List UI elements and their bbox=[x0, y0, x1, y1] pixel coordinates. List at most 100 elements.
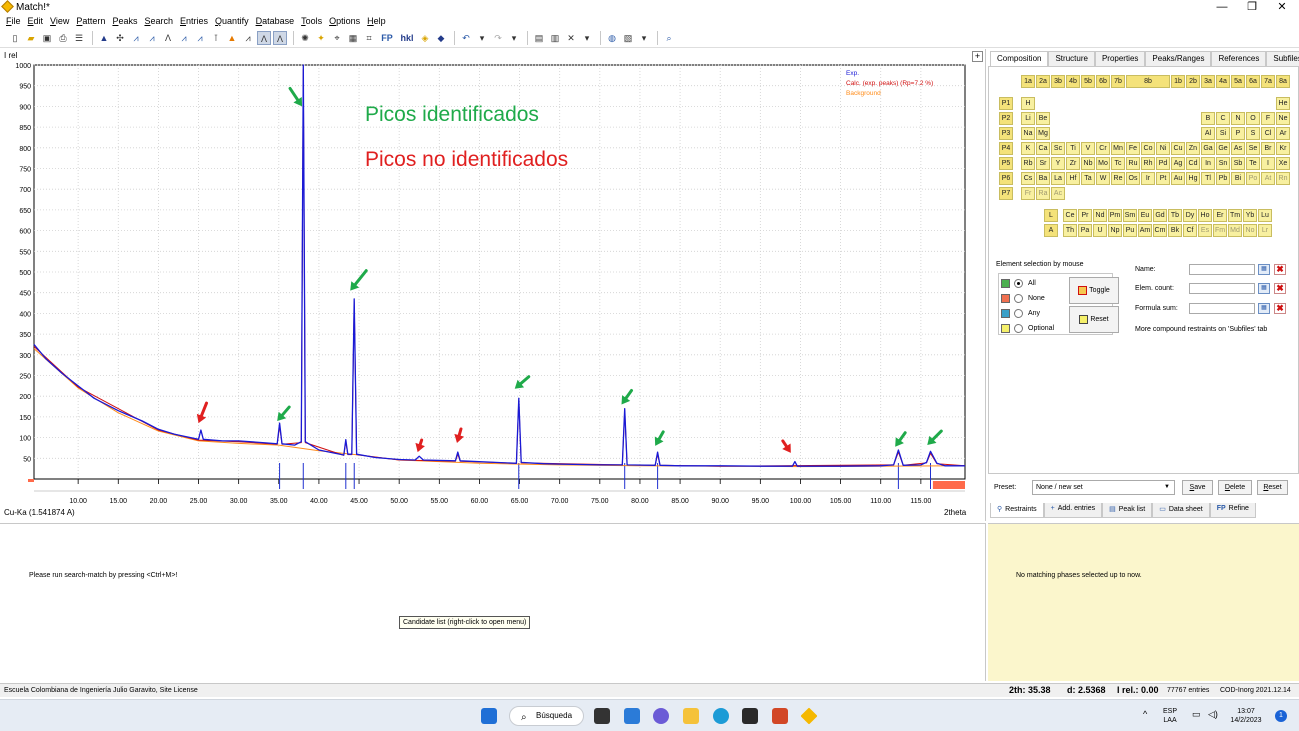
hkl-icon[interactable]: hkl bbox=[400, 33, 414, 43]
fit-peak-icon[interactable]: ▲ bbox=[227, 33, 237, 43]
element-ho[interactable]: Ho bbox=[1198, 209, 1212, 222]
optional-radio[interactable] bbox=[1014, 323, 1023, 333]
element-po[interactable]: Po bbox=[1246, 172, 1260, 185]
group-1b[interactable]: 1b bbox=[1171, 75, 1185, 88]
element-re[interactable]: Re bbox=[1111, 172, 1125, 185]
display-icon[interactable]: ▭ bbox=[1192, 709, 1201, 719]
element-ac[interactable]: Ac bbox=[1051, 187, 1065, 200]
element-cl[interactable]: Cl bbox=[1261, 127, 1275, 140]
element-tb[interactable]: Tb bbox=[1168, 209, 1182, 222]
element-se[interactable]: Se bbox=[1246, 142, 1260, 155]
reset-preset-button[interactable]: Reset bbox=[1257, 480, 1288, 495]
globe-icon[interactable]: ◍ bbox=[608, 33, 616, 43]
preset-select[interactable]: None / new set ▼ bbox=[1032, 480, 1175, 495]
element-ag[interactable]: Ag bbox=[1171, 157, 1185, 170]
element-er[interactable]: Er bbox=[1213, 209, 1227, 222]
tab-composition[interactable]: Composition bbox=[990, 51, 1049, 66]
element-in[interactable]: In bbox=[1201, 157, 1215, 170]
delete-preset-button[interactable]: Delete bbox=[1218, 480, 1252, 495]
element-es[interactable]: Es bbox=[1198, 224, 1212, 237]
element-cf[interactable]: Cf bbox=[1183, 224, 1197, 237]
undo-icon[interactable]: ↶ bbox=[462, 33, 470, 43]
group-2a[interactable]: 2a bbox=[1036, 75, 1050, 88]
volume-icon[interactable]: ◁) bbox=[1208, 709, 1218, 719]
element-tl[interactable]: Tl bbox=[1201, 172, 1215, 185]
powerpoint-icon[interactable] bbox=[772, 708, 788, 724]
formula-sum-input[interactable] bbox=[1189, 303, 1255, 314]
group-7a[interactable]: 7a bbox=[1261, 75, 1275, 88]
close-button[interactable]: ✕ bbox=[1277, 1, 1287, 13]
tab-subfiles[interactable]: Subfiles bbox=[1266, 51, 1299, 66]
element-ga[interactable]: Ga bbox=[1201, 142, 1215, 155]
tab-add-entries[interactable]: + Add. entries bbox=[1043, 503, 1103, 518]
element-p[interactable]: P bbox=[1231, 127, 1245, 140]
redo-dropdown-icon[interactable]: ▾ bbox=[511, 33, 517, 43]
period-p6[interactable]: P6 bbox=[999, 172, 1013, 185]
all-radio[interactable] bbox=[1014, 278, 1023, 288]
taskbar-search[interactable]: ⌕ Búsqueda bbox=[509, 706, 584, 726]
element-cs[interactable]: Cs bbox=[1021, 172, 1035, 185]
option-all[interactable]: All bbox=[1001, 277, 1036, 289]
diffraction-plot-panel[interactable]: 50 100 150 200 250 300 350 400 450 500 550 600 650 70… bbox=[0, 49, 986, 521]
element-pu[interactable]: Pu bbox=[1123, 224, 1137, 237]
option-optional[interactable]: Optional bbox=[1001, 322, 1054, 334]
chart-options-dropdown-icon[interactable]: ▾ bbox=[641, 33, 647, 43]
element-br[interactable]: Br bbox=[1261, 142, 1275, 155]
element-at[interactable]: At bbox=[1261, 172, 1275, 185]
element-ta[interactable]: Ta bbox=[1081, 172, 1095, 185]
file-explorer-icon[interactable] bbox=[683, 708, 699, 724]
period-p3[interactable]: P3 bbox=[999, 127, 1013, 140]
list-icon[interactable]: ☰ bbox=[74, 33, 84, 43]
element-md[interactable]: Md bbox=[1228, 224, 1242, 237]
tab-references[interactable]: References bbox=[1211, 51, 1267, 66]
element-am[interactable]: Am bbox=[1138, 224, 1152, 237]
period-p4[interactable]: P4 bbox=[999, 142, 1013, 155]
group-3b[interactable]: 3b bbox=[1051, 75, 1065, 88]
tab-data-sheet[interactable]: ▭ Data sheet bbox=[1152, 503, 1210, 518]
tab-peak-list[interactable]: ▤ Peak list bbox=[1102, 503, 1153, 518]
element-lr[interactable]: Lr bbox=[1258, 224, 1272, 237]
clock[interactable]: 13:07 14/2/2023 bbox=[1226, 707, 1266, 725]
match-taskbar-icon[interactable] bbox=[800, 707, 818, 725]
reset-selection-button[interactable]: Reset bbox=[1069, 306, 1119, 333]
menu-file[interactable]: File bbox=[6, 16, 21, 26]
redo-icon[interactable]: ↷ bbox=[494, 33, 502, 43]
toggle-button[interactable]: Toggle bbox=[1069, 277, 1119, 304]
menu-pattern[interactable]: Pattern bbox=[76, 16, 106, 26]
group-7b[interactable]: 7b bbox=[1111, 75, 1125, 88]
element-yb[interactable]: Yb bbox=[1243, 209, 1257, 222]
fp-icon[interactable]: FP bbox=[381, 33, 393, 43]
elem-count-input[interactable] bbox=[1189, 283, 1255, 294]
menu-database[interactable]: Database bbox=[255, 16, 295, 26]
show-calc-icon[interactable]: Λ bbox=[273, 31, 287, 45]
menu-entries[interactable]: Entries bbox=[180, 16, 209, 26]
element-os[interactable]: Os bbox=[1126, 172, 1140, 185]
widgets-icon[interactable] bbox=[624, 708, 640, 724]
tab-peaks-ranges[interactable]: Peaks/Ranges bbox=[1145, 51, 1212, 66]
undo-dropdown-icon[interactable]: ▾ bbox=[479, 33, 485, 43]
element-sn[interactable]: Sn bbox=[1216, 157, 1230, 170]
zoom-peak-icon[interactable]: ⩘ bbox=[245, 33, 251, 43]
database-icon[interactable]: ▤ bbox=[534, 33, 544, 43]
background-icon[interactable]: ✣ bbox=[116, 33, 124, 43]
group-6a[interactable]: 6a bbox=[1246, 75, 1260, 88]
start-button-icon[interactable] bbox=[481, 708, 497, 724]
element-gd[interactable]: Gd bbox=[1153, 209, 1167, 222]
element-ca[interactable]: Ca bbox=[1036, 142, 1050, 155]
element-ru[interactable]: Ru bbox=[1126, 157, 1140, 170]
tab-properties[interactable]: Properties bbox=[1094, 51, 1146, 66]
element-cu[interactable]: Cu bbox=[1171, 142, 1185, 155]
peaks-icon[interactable]: ⩘ bbox=[133, 33, 139, 43]
name-picker-icon[interactable]: ▦ bbox=[1258, 264, 1270, 275]
element-u[interactable]: U bbox=[1093, 224, 1107, 237]
group-5b[interactable]: 5b bbox=[1081, 75, 1095, 88]
group-8a[interactable]: 8a bbox=[1276, 75, 1290, 88]
element-si[interactable]: Si bbox=[1216, 127, 1230, 140]
print-icon[interactable]: ⎙ bbox=[59, 33, 67, 43]
notification-badge[interactable]: 1 bbox=[1275, 710, 1287, 722]
edge-browser-icon[interactable] bbox=[713, 708, 729, 724]
element-f[interactable]: F bbox=[1261, 112, 1275, 125]
element-v[interactable]: V bbox=[1081, 142, 1095, 155]
element-kr[interactable]: Kr bbox=[1276, 142, 1290, 155]
element-h[interactable]: H bbox=[1021, 97, 1035, 110]
